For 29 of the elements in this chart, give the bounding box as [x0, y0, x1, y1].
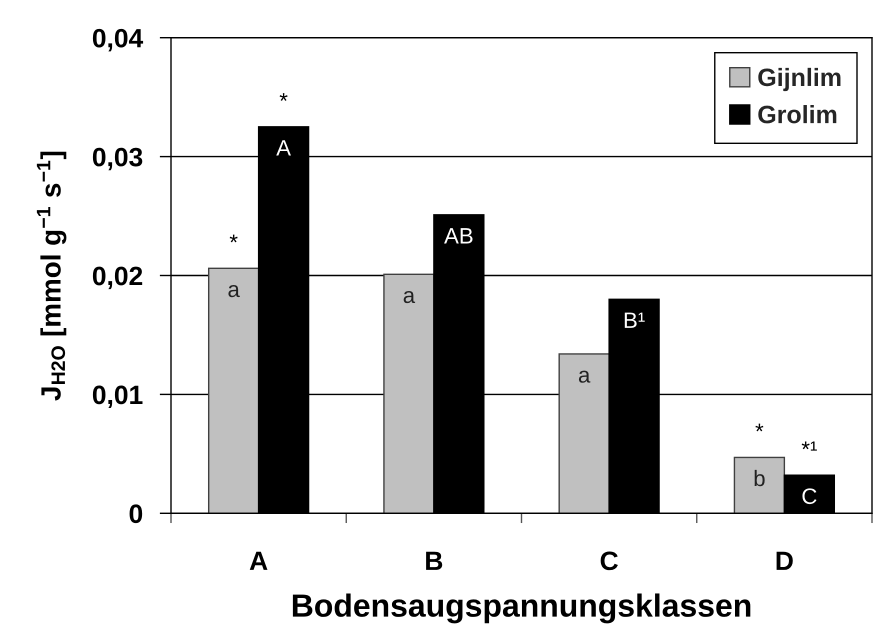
bar — [734, 456, 786, 514]
y-tick-label: 0,02 — [92, 266, 142, 290]
data-label: b — [754, 470, 765, 486]
bar — [208, 268, 260, 514]
y-axis-title: J$_{H2O}$ [mmol g$^{−1}$ s$^{−1}$] — [36, 152, 66, 401]
x-tick-label: A — [250, 552, 268, 570]
legend-label: Grolim — [758, 105, 836, 124]
x-tick-label: D — [776, 552, 793, 570]
x-tick-label: C — [600, 551, 618, 570]
annotation: * — [230, 234, 238, 242]
annotation: *¹ — [802, 441, 817, 451]
bar — [558, 353, 610, 514]
data-label: A — [276, 140, 291, 156]
data-label: AB — [444, 228, 472, 244]
x-tick-label: B — [426, 552, 442, 570]
annotation: * — [280, 93, 288, 101]
data-label: a — [404, 290, 416, 304]
data-label: a — [228, 285, 240, 298]
y-tick-label: 0 — [130, 504, 142, 524]
y-tick-label: 0,04 — [92, 28, 144, 52]
data-label: a — [578, 370, 590, 383]
data-label: B¹ — [624, 312, 645, 328]
legend-label: Gijnlim — [758, 68, 840, 92]
data-label: C — [802, 488, 817, 504]
x-axis-title: Bodensaugspannungsklassen — [292, 593, 750, 624]
y-tick-label: 0,03 — [92, 148, 142, 170]
annotation: * — [755, 424, 764, 432]
bar — [383, 274, 435, 514]
y-tick-label: 0,01 — [92, 386, 142, 408]
